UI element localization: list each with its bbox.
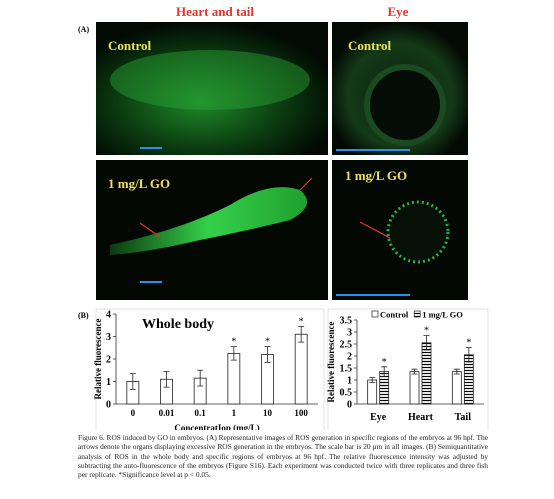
significance-mark: *: [265, 337, 270, 348]
y-tick-label: 0: [347, 400, 352, 411]
micrograph: Control: [332, 22, 468, 155]
error-bar: [129, 373, 136, 390]
column-title: Heart and tail: [176, 4, 254, 19]
bar: [421, 342, 432, 405]
x-tick-label: 1: [232, 408, 237, 418]
x-tick-label: 100: [294, 408, 308, 418]
y-tick-label: 0.5: [340, 388, 353, 399]
y-tick-label: 0: [106, 400, 111, 411]
y-tick-label: 4: [106, 310, 111, 321]
column-title: Eye: [388, 4, 409, 19]
y-axis-label: Relative fluorescence: [326, 321, 336, 402]
bar: [367, 379, 378, 405]
image-label: Control: [348, 38, 391, 53]
y-tick-label: 1: [106, 377, 111, 388]
image-label: 1 mg/L GO: [108, 176, 170, 191]
bar: [294, 333, 308, 405]
y-tick-label: 1.5: [340, 364, 353, 375]
significance-mark: *: [382, 357, 387, 368]
bar: [409, 371, 420, 405]
panel-label: (A): [78, 25, 89, 34]
chart-frame: [95, 308, 325, 430]
y-tick-label: 1: [347, 376, 352, 387]
y-axis-label: Relative fluorescence: [93, 318, 103, 399]
error-bar: [197, 369, 204, 387]
bar: [451, 371, 462, 405]
chart-title: Whole body: [142, 317, 214, 332]
x-tick-label: 10: [263, 408, 273, 418]
x-tick-label: Eye: [370, 412, 387, 423]
chart-frame: [327, 308, 489, 430]
x-tick-label: 0: [131, 408, 136, 418]
x-tick-label: Heart: [408, 412, 434, 423]
error-bar: [298, 325, 305, 343]
legend-swatch: [371, 310, 379, 318]
micrograph: Control: [96, 22, 328, 155]
error-bar: [264, 346, 271, 363]
error-bar: [411, 368, 418, 375]
error-bar: [163, 370, 170, 388]
x-tick-label: 0.01: [159, 408, 175, 418]
error-bar: [453, 368, 460, 375]
x-tick-label: 0.1: [195, 408, 207, 418]
error-bar: [369, 377, 376, 383]
image-label: 1 mg/L GO: [345, 168, 407, 183]
x-tick-label: Tail: [455, 412, 472, 423]
significance-mark: *: [299, 316, 304, 327]
caption: Figure 6. ROS induced by GO in embryos. …: [78, 433, 488, 480]
y-tick-label: 2: [347, 352, 352, 363]
significance-mark: *: [424, 326, 429, 337]
panel-label: (B): [78, 311, 89, 320]
error-bar: [230, 346, 237, 361]
legend-swatch: [413, 310, 421, 318]
y-tick-label: 3.5: [340, 316, 353, 327]
x-axis-label: ConcentratIon (mg/L): [174, 423, 259, 430]
micrograph: 1 mg/L GO: [332, 160, 468, 300]
y-tick-label: 3: [347, 328, 352, 339]
image-label: Control: [108, 38, 151, 53]
legend-label: 1 mg/L GO: [422, 310, 463, 320]
error-bar: [381, 366, 388, 377]
y-tick-label: 2: [106, 355, 111, 366]
figure: (A) Heart and tail Eye Control Control 1…: [78, 4, 489, 430]
legend-label: Control: [380, 310, 409, 320]
micrograph: 1 mg/L GO: [96, 160, 328, 300]
error-bar: [465, 347, 472, 363]
error-bar: [423, 335, 430, 351]
bar: [227, 352, 241, 405]
significance-mark: *: [231, 337, 236, 348]
y-tick-label: 2.5: [340, 340, 353, 351]
y-tick-label: 3: [106, 332, 111, 343]
significance-mark: *: [466, 338, 471, 349]
